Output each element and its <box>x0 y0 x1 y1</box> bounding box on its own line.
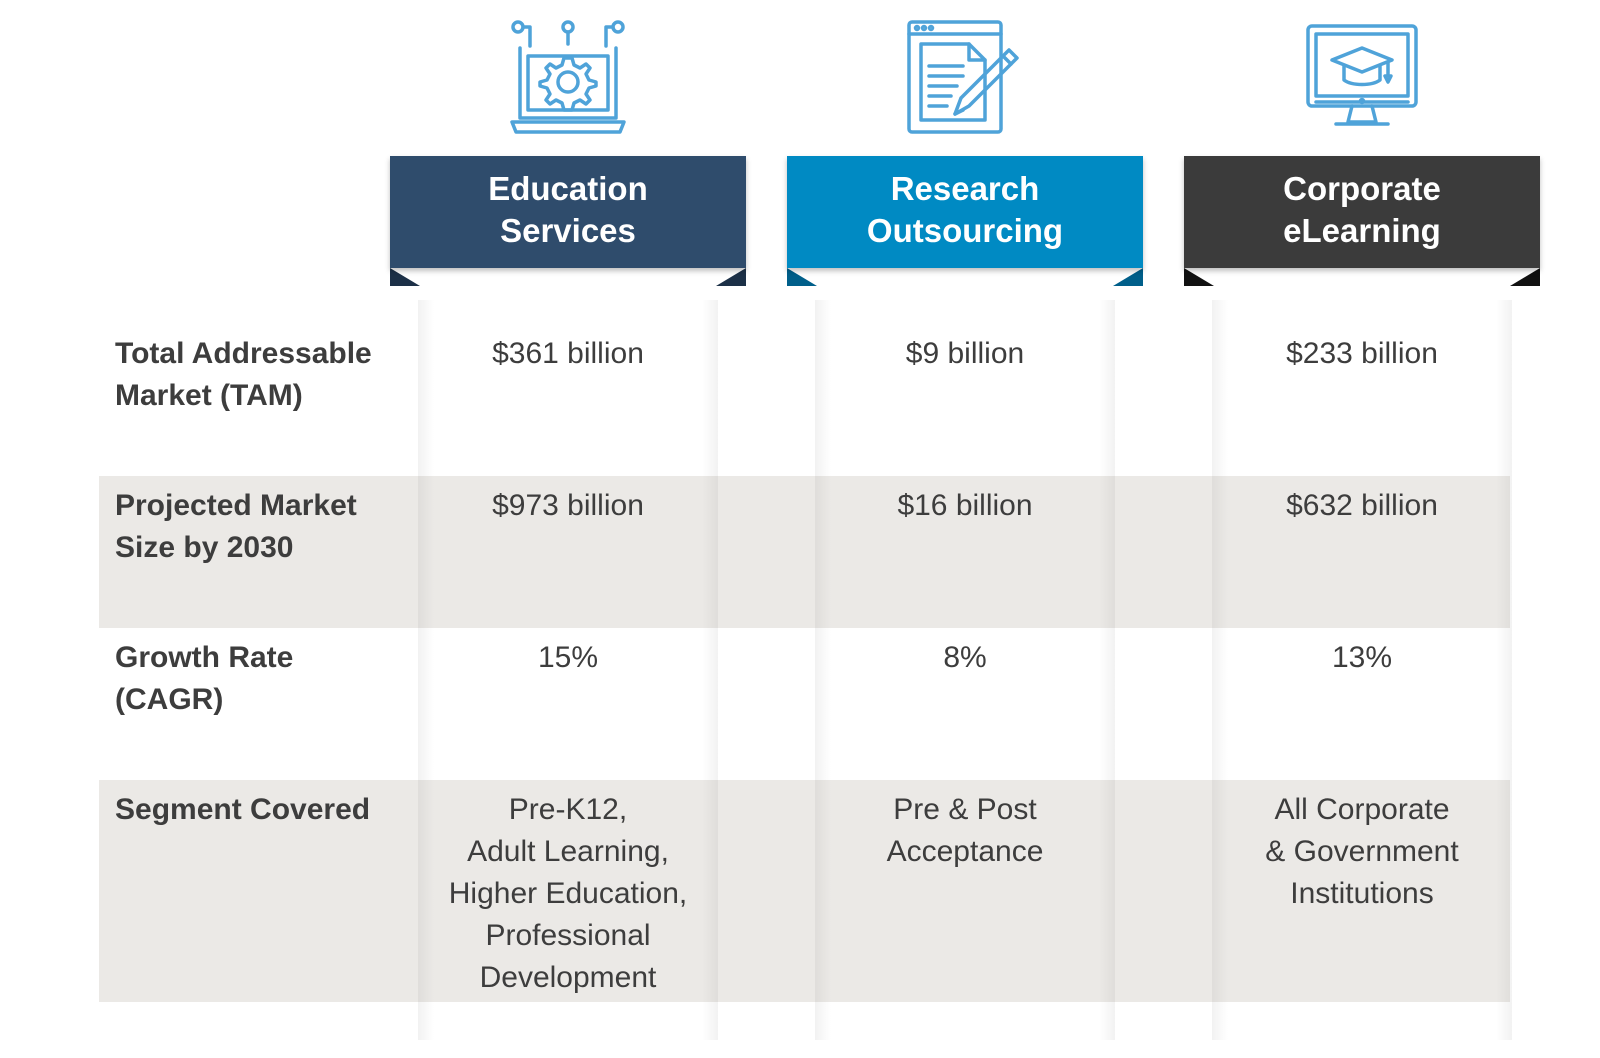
cell-projected-research: $16 billion <box>897 489 1033 522</box>
row-label-projected: Projected Market Size by 2030 <box>115 489 357 564</box>
column-header-corporate: Corporate eLearning <box>1184 156 1540 286</box>
row-label-segment: Segment Covered <box>115 793 371 826</box>
cell-growth-corporate: 13% <box>1331 641 1393 674</box>
cell-segment-corporate: All Corporate & Government Institutions <box>1265 793 1459 910</box>
cell-projected-corporate: $632 billion <box>1286 489 1438 522</box>
document-pencil-icon <box>905 18 1025 136</box>
column-title-research: Research Outsourcing <box>866 170 1064 249</box>
column-title-corporate: Corporate eLearning <box>1283 170 1441 249</box>
column-shadow-corporate <box>1212 300 1512 1040</box>
cell-tam-research: $9 billion <box>905 337 1025 370</box>
row-label-growth: Growth Rate (CAGR) <box>115 641 294 716</box>
column-header-research: Research Outsourcing <box>787 156 1143 286</box>
cell-projected-education: $973 billion <box>492 489 644 522</box>
cell-growth-research: 8% <box>943 641 987 674</box>
row-band-projected <box>99 476 1510 628</box>
cell-tam-education: $361 billion <box>492 337 644 370</box>
column-header-education: Education Services <box>390 156 746 286</box>
laptop-gear-icon <box>508 18 628 136</box>
row-band-segment <box>99 780 1510 1002</box>
cell-segment-research: Pre & Post Acceptance <box>886 793 1044 868</box>
cell-segment-education: Pre-K12, Adult Learning, Higher Educatio… <box>448 793 688 994</box>
cell-tam-corporate: $233 billion <box>1286 337 1438 370</box>
row-label-tam: Total Addressable Market (TAM) <box>115 337 372 412</box>
column-title-education: Education Services <box>488 170 648 249</box>
monitor-graduation-cap-icon <box>1302 18 1422 136</box>
column-shadow-research <box>815 300 1115 1040</box>
cell-growth-education: 15% <box>537 641 599 674</box>
column-shadow-education <box>418 300 718 1040</box>
